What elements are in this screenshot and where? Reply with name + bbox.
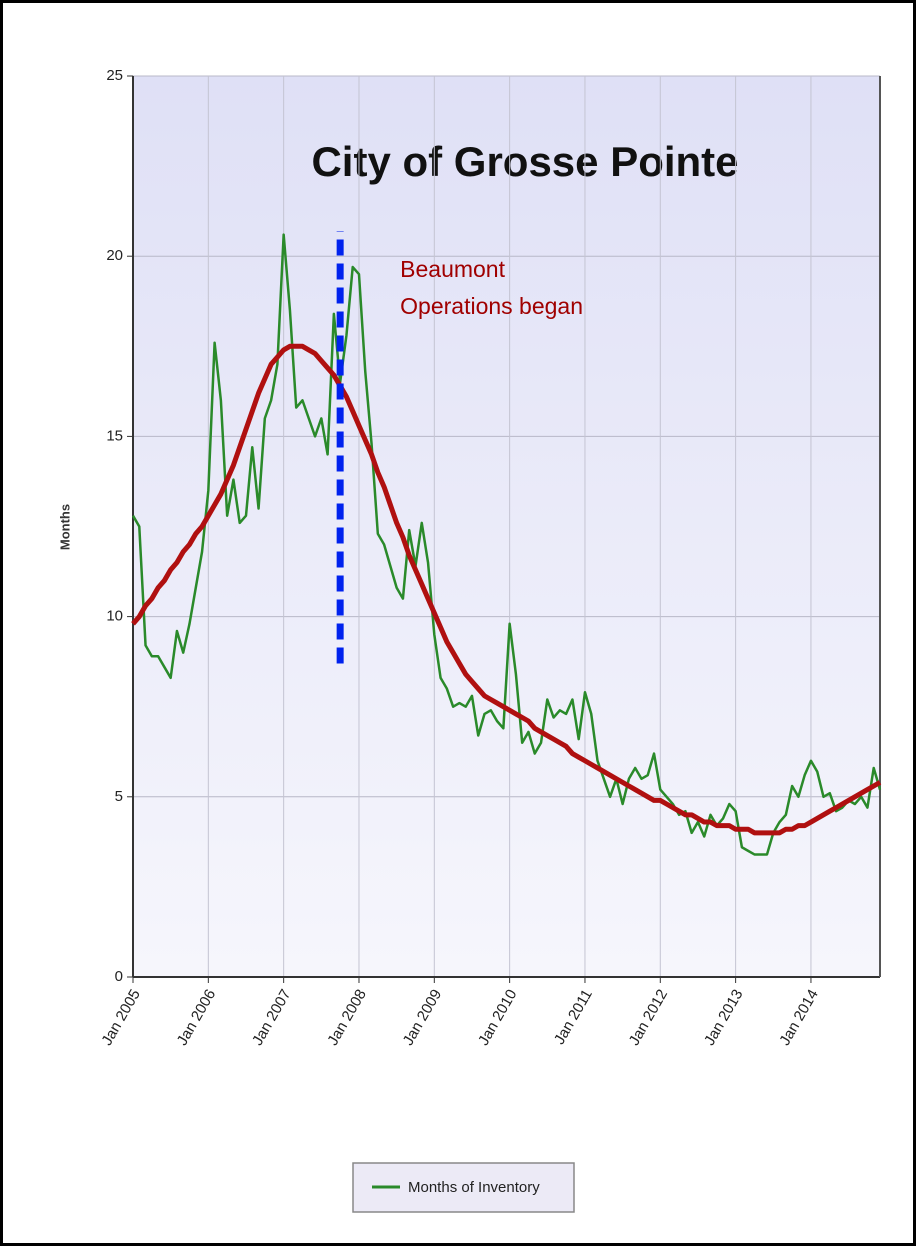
y-tick-label: 5 <box>115 788 123 805</box>
legend-label: Months of Inventory <box>408 1179 540 1196</box>
y-tick-label: 0 <box>115 968 123 985</box>
y-tick-label: 15 <box>106 427 123 444</box>
y-tick-label: 20 <box>106 247 123 264</box>
y-tick-label: 10 <box>106 608 123 625</box>
y-axis-label: Months <box>57 504 72 550</box>
trend-line <box>131 343 882 836</box>
data-line <box>131 233 882 856</box>
annotation-text: Beaumont <box>400 256 505 282</box>
plot-area <box>133 76 880 977</box>
annotation-text: Operations began <box>400 293 583 319</box>
y-tick-label: 25 <box>106 67 123 84</box>
chart-title: City of Grosse Pointe <box>311 138 738 185</box>
